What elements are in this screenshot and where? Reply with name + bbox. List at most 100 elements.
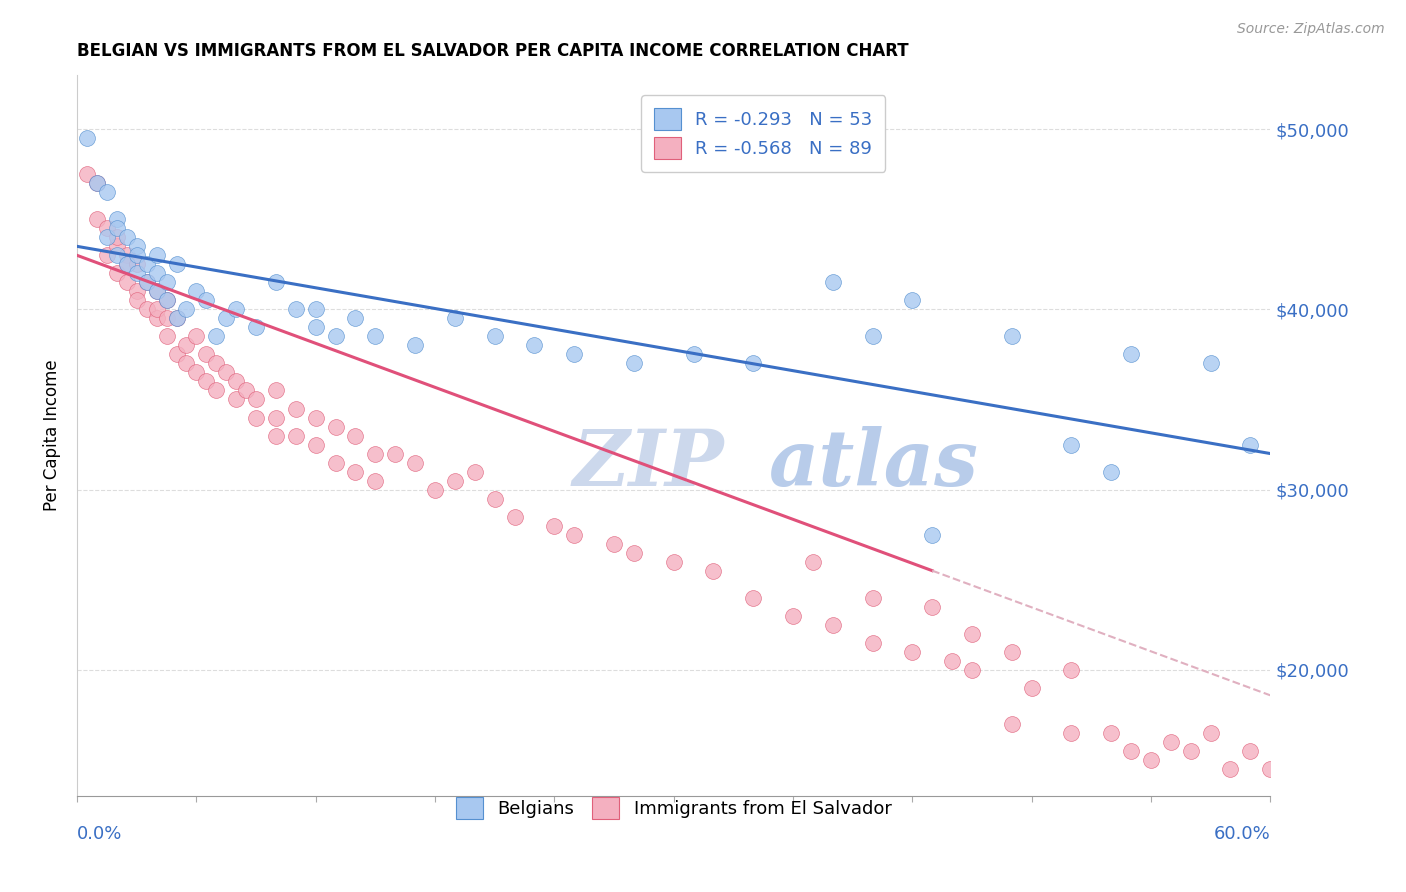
Point — [782, 608, 804, 623]
Point — [364, 329, 387, 343]
Point — [484, 491, 506, 506]
Point — [225, 375, 247, 389]
Point — [155, 293, 177, 308]
Point — [901, 293, 924, 308]
Point — [1099, 465, 1122, 479]
Text: 0.0%: 0.0% — [77, 825, 122, 843]
Text: ZIP: ZIP — [572, 426, 724, 502]
Point — [284, 401, 307, 416]
Point — [215, 311, 238, 326]
Y-axis label: Per Capita Income: Per Capita Income — [44, 359, 60, 511]
Point — [105, 266, 128, 280]
Point — [960, 663, 983, 677]
Text: atlas: atlas — [769, 426, 979, 502]
Point — [105, 221, 128, 235]
Point — [145, 285, 167, 299]
Point — [225, 392, 247, 407]
Point — [562, 347, 585, 361]
Point — [1180, 744, 1202, 758]
Point — [623, 546, 645, 560]
Legend: Belgians, Immigrants from El Salvador: Belgians, Immigrants from El Salvador — [441, 783, 905, 834]
Point — [325, 419, 347, 434]
Point — [305, 320, 328, 334]
Point — [404, 338, 426, 352]
Point — [145, 311, 167, 326]
Point — [86, 176, 108, 190]
Point — [562, 527, 585, 541]
Point — [235, 384, 257, 398]
Point — [96, 248, 118, 262]
Point — [523, 338, 546, 352]
Point — [135, 276, 157, 290]
Point — [305, 302, 328, 317]
Point — [186, 366, 208, 380]
Point — [186, 285, 208, 299]
Point — [344, 465, 367, 479]
Text: BELGIAN VS IMMIGRANTS FROM EL SALVADOR PER CAPITA INCOME CORRELATION CHART: BELGIAN VS IMMIGRANTS FROM EL SALVADOR P… — [77, 42, 908, 60]
Point — [623, 356, 645, 370]
Point — [1140, 753, 1163, 767]
Point — [1001, 329, 1024, 343]
Point — [245, 392, 267, 407]
Point — [1239, 744, 1261, 758]
Point — [166, 347, 188, 361]
Point — [155, 329, 177, 343]
Point — [205, 329, 228, 343]
Point — [264, 428, 287, 442]
Point — [245, 320, 267, 334]
Point — [1060, 663, 1083, 677]
Point — [86, 212, 108, 227]
Point — [176, 338, 198, 352]
Point — [284, 302, 307, 317]
Point — [125, 257, 148, 271]
Point — [125, 266, 148, 280]
Point — [901, 645, 924, 659]
Point — [155, 276, 177, 290]
Point — [205, 384, 228, 398]
Point — [125, 248, 148, 262]
Point — [76, 167, 98, 181]
Point — [1219, 762, 1241, 776]
Point — [444, 311, 467, 326]
Point — [245, 410, 267, 425]
Point — [155, 311, 177, 326]
Point — [145, 266, 167, 280]
Point — [484, 329, 506, 343]
Point — [1060, 726, 1083, 740]
Point — [344, 311, 367, 326]
Point — [941, 654, 963, 668]
Point — [135, 302, 157, 317]
Point — [76, 131, 98, 145]
Point — [1239, 437, 1261, 451]
Point — [1199, 726, 1222, 740]
Point — [186, 329, 208, 343]
Point — [264, 276, 287, 290]
Point — [166, 257, 188, 271]
Point — [862, 591, 884, 605]
Point — [1021, 681, 1043, 695]
Point — [464, 465, 486, 479]
Text: 60.0%: 60.0% — [1213, 825, 1270, 843]
Point — [166, 311, 188, 326]
Point — [135, 257, 157, 271]
Point — [125, 285, 148, 299]
Point — [96, 221, 118, 235]
Point — [364, 446, 387, 460]
Point — [115, 248, 138, 262]
Point — [742, 591, 765, 605]
Point — [543, 518, 565, 533]
Point — [145, 302, 167, 317]
Point — [105, 239, 128, 253]
Point — [1001, 645, 1024, 659]
Point — [821, 276, 844, 290]
Point — [662, 555, 685, 569]
Point — [801, 555, 824, 569]
Point — [1160, 735, 1182, 749]
Point — [155, 293, 177, 308]
Point — [960, 626, 983, 640]
Point — [444, 474, 467, 488]
Point — [125, 293, 148, 308]
Point — [862, 329, 884, 343]
Point — [325, 329, 347, 343]
Point — [86, 176, 108, 190]
